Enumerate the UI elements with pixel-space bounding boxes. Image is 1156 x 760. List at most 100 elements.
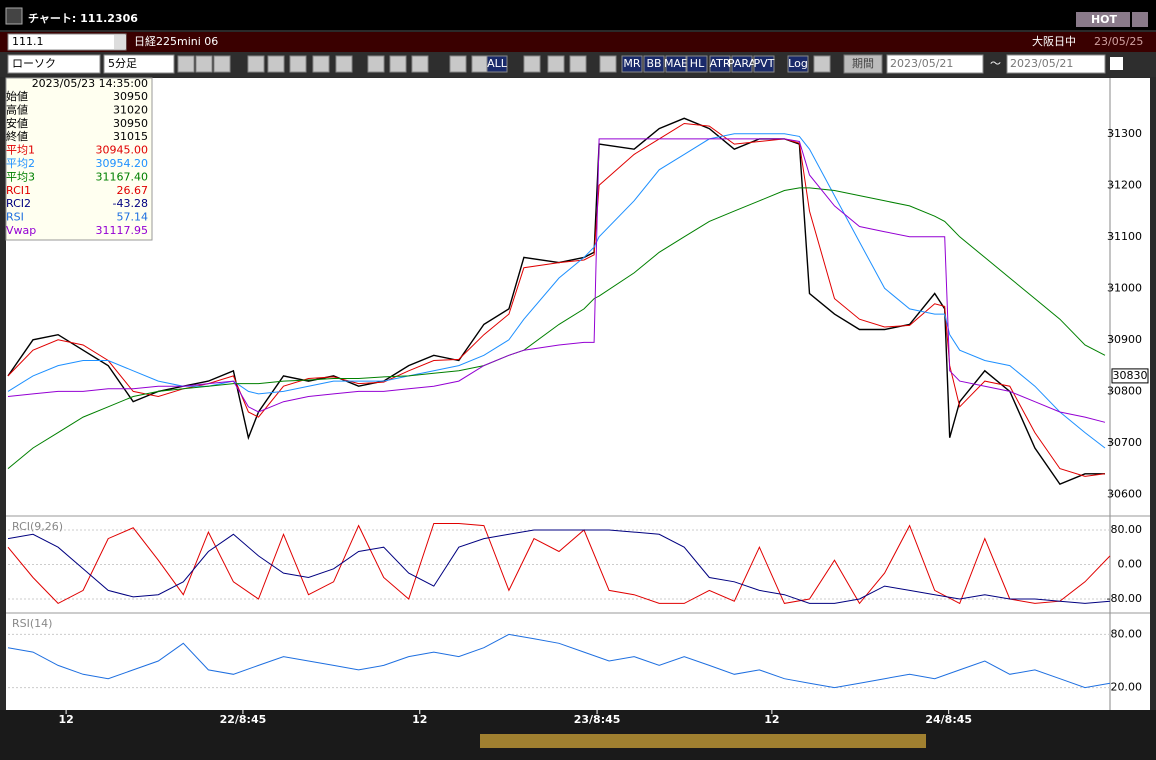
period-button[interactable] — [843, 54, 883, 74]
y-tick-label: 30600 — [1107, 487, 1142, 500]
last-price-box — [1111, 368, 1149, 384]
x-tick-label: 12 — [764, 713, 779, 726]
plot: 12 22/8:45 12 23/8:45 12 24/8:45 30600 30700 308… — [7, 117, 1149, 726]
tool-button-label: MR — [623, 57, 640, 70]
tool-button-label: ATR — [709, 57, 730, 70]
info-label: RSI — [6, 211, 24, 224]
app-icon — [5, 7, 23, 25]
info-value: 31117.95 — [96, 224, 149, 237]
series-line — [7, 187, 1106, 469]
y-tick-label: -80.00 — [1107, 592, 1142, 605]
to-input[interactable] — [1006, 54, 1106, 74]
info-value: 26.67 — [117, 184, 149, 197]
tool-button-label: PARA — [728, 57, 757, 70]
info-value: -43.28 — [113, 197, 148, 210]
tool-icon[interactable] — [247, 55, 265, 73]
tool-icon[interactable] — [411, 55, 429, 73]
tool-icon[interactable] — [471, 55, 489, 73]
info-label: 平均1 — [6, 144, 35, 157]
y-tick-label: 20.00 — [1111, 681, 1143, 694]
tool-icon[interactable] — [177, 55, 195, 73]
info-value: 57.14 — [117, 211, 149, 224]
period: 期間 — [852, 57, 874, 70]
y-tick-label: 31000 — [1107, 281, 1142, 294]
series-line — [7, 523, 1111, 605]
tool-button[interactable] — [665, 55, 687, 73]
tool-button[interactable] — [686, 55, 708, 73]
tool-icon[interactable] — [547, 55, 565, 73]
tool-icon[interactable] — [813, 55, 831, 73]
y-tick-label: 31300 — [1107, 127, 1142, 140]
info-label: 平均3 — [6, 170, 35, 183]
series-line — [7, 122, 1106, 477]
panel-label: RSI(14) — [12, 617, 52, 630]
info-label: 高値 — [6, 102, 28, 116]
hot-badge-bg[interactable] — [1076, 12, 1130, 27]
info-label: 安値 — [6, 116, 28, 130]
y-tick-label: 0.00 — [1118, 558, 1143, 571]
tool-button[interactable] — [486, 55, 508, 73]
tool-button-label: ALL — [487, 57, 508, 70]
tool-icon[interactable] — [389, 55, 407, 73]
header-bar — [0, 32, 1156, 52]
from-date: 2023/05/21 — [890, 57, 953, 70]
y-tick-label: 31100 — [1107, 230, 1142, 243]
info-value: 30945.00 — [96, 144, 149, 157]
chart-type-select[interactable] — [7, 54, 101, 74]
tool-icon[interactable] — [523, 55, 541, 73]
info-label: RCI1 — [6, 184, 31, 197]
tool-icon[interactable] — [599, 55, 617, 73]
tool-icon[interactable] — [367, 55, 385, 73]
series-line — [7, 633, 1111, 689]
tool-button[interactable] — [643, 55, 665, 73]
info-value: 30954.20 — [96, 157, 149, 170]
interval-select[interactable] — [103, 54, 175, 74]
y-tick-label: 30900 — [1107, 333, 1142, 346]
symbol-dropdown[interactable] — [114, 35, 126, 49]
x-tick-label: 23/8:45 — [574, 713, 621, 726]
header-date: 23/05/25 — [1094, 35, 1143, 48]
close-button[interactable] — [1132, 12, 1148, 27]
scroll-thumb[interactable] — [480, 734, 926, 748]
tool-icon[interactable] — [449, 55, 467, 73]
checkbox[interactable] — [1110, 57, 1123, 70]
tool-button-label: PVT — [754, 57, 775, 70]
y-tick-label: 30700 — [1107, 436, 1142, 449]
interval: 5分足 — [108, 57, 137, 70]
hot-badge[interactable]: HOT — [1091, 13, 1118, 26]
y-tick-label: 80.00 — [1111, 523, 1143, 536]
symbol: 111.1 — [12, 35, 44, 48]
tool-button-label: Log — [788, 57, 808, 70]
tool-button[interactable] — [731, 55, 753, 73]
tool-icon[interactable] — [312, 55, 330, 73]
tool-icon[interactable] — [289, 55, 307, 73]
tool-button-label: HL — [690, 57, 705, 70]
from-input[interactable] — [886, 54, 984, 74]
info-rows: 始値 30950 高値 31020 安値 30950 終値 31015 平均1 30945.00 平… — [6, 89, 148, 237]
tool-icon[interactable] — [569, 55, 587, 73]
x-tick-label: 12 — [58, 713, 73, 726]
info-label: 始値 — [6, 89, 28, 103]
x-tick-label: 22/8:45 — [220, 713, 267, 726]
info-value: 31167.40 — [96, 170, 149, 183]
info-datetime: 2023/05/23 14:35:00 — [32, 77, 148, 90]
series-line — [7, 529, 1111, 604]
tool-button[interactable] — [709, 55, 731, 73]
y-tick-label: 31200 — [1107, 178, 1142, 191]
tool-icon[interactable] — [195, 55, 213, 73]
chart-area — [6, 78, 1150, 710]
info-value: 31020 — [113, 103, 148, 116]
series-line — [7, 138, 1106, 423]
window-title: チャート: 111.2306 — [28, 12, 138, 25]
tool-button[interactable] — [787, 55, 809, 73]
tool-icon[interactable] — [267, 55, 285, 73]
symbol-name: 日経225mini 06 — [134, 35, 218, 48]
tool-icon[interactable] — [213, 55, 231, 73]
tool-button[interactable] — [753, 55, 775, 73]
info-value: 30950 — [113, 117, 148, 130]
tool-button[interactable] — [621, 55, 643, 73]
tool-icon[interactable] — [335, 55, 353, 73]
market: 大阪日中 — [1032, 34, 1076, 48]
